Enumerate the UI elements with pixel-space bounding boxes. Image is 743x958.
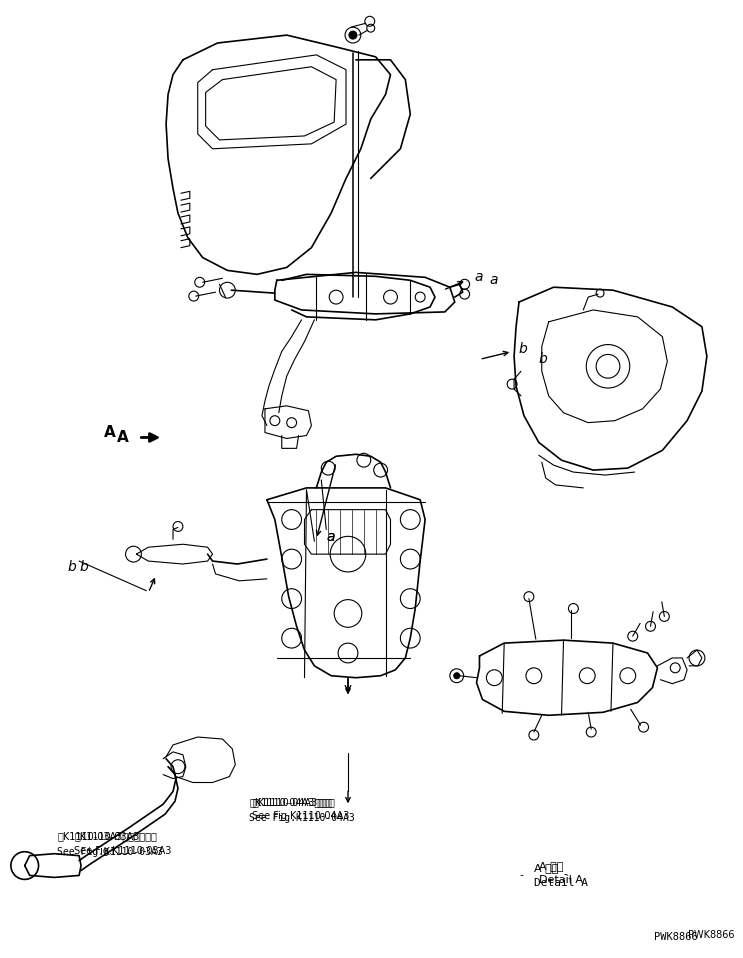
Text: See Fig.K1110-04A3: See Fig.K1110-04A3 xyxy=(249,813,355,823)
Text: PWK8866: PWK8866 xyxy=(655,932,698,942)
Text: a: a xyxy=(326,531,335,544)
Text: b: b xyxy=(79,560,88,574)
Text: b: b xyxy=(67,560,76,574)
Text: PWK8866: PWK8866 xyxy=(688,930,735,940)
Text: A: A xyxy=(117,430,129,445)
Text: 第K1110-04A3図参照: 第K1110-04A3図参照 xyxy=(249,797,332,808)
Text: -: - xyxy=(563,870,568,879)
Text: a: a xyxy=(326,531,335,544)
Text: A 詳細: A 詳細 xyxy=(534,862,558,873)
Text: Detail A: Detail A xyxy=(534,878,588,888)
Circle shape xyxy=(349,32,357,39)
Circle shape xyxy=(454,673,460,678)
Text: A: A xyxy=(104,425,116,440)
Text: b: b xyxy=(539,353,548,366)
Text: Detail A: Detail A xyxy=(539,876,583,885)
Text: See Fig.K1110-03A3: See Fig.K1110-03A3 xyxy=(74,846,172,855)
Text: See Fig.K1110-03A3: See Fig.K1110-03A3 xyxy=(57,847,163,856)
Text: 第K1110-03A3図参照: 第K1110-03A3図参照 xyxy=(57,831,140,841)
Text: 第K1110-04A3図参照: 第K1110-04A3図参照 xyxy=(252,797,335,808)
Text: 第K1110-03A3図参照: 第K1110-03A3図参照 xyxy=(74,831,157,841)
Text: A 詳細: A 詳細 xyxy=(539,860,563,871)
Text: See Fig.K1110-04A3: See Fig.K1110-04A3 xyxy=(252,811,349,821)
Text: a: a xyxy=(475,270,483,285)
Text: -: - xyxy=(519,871,523,880)
Text: b: b xyxy=(518,341,527,355)
Text: a: a xyxy=(490,273,498,287)
